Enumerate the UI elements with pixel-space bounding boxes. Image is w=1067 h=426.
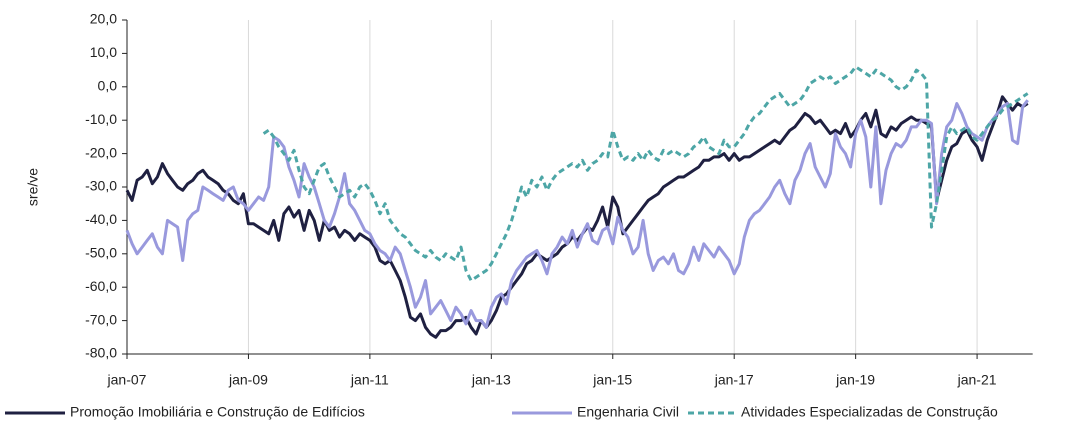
- y-tick-label: 20,0: [90, 11, 117, 27]
- y-tick-label: -40,0: [85, 211, 117, 227]
- y-tick-label: -20,0: [85, 144, 117, 160]
- legend-label: Atividades Especializadas de Construção: [741, 404, 998, 420]
- x-tick-label: jan-09: [228, 372, 268, 388]
- x-tick-label: jan-15: [592, 372, 632, 388]
- y-tick-label: 0,0: [98, 78, 118, 94]
- x-tick-label: jan-13: [471, 372, 511, 388]
- x-tick-label: jan-07: [107, 372, 147, 388]
- series-line: [262, 65, 1029, 282]
- y-tick-label: -10,0: [85, 111, 117, 127]
- series-line: [125, 95, 1029, 339]
- y-tick-label: -30,0: [85, 178, 117, 194]
- y-tick-label: -60,0: [85, 278, 117, 294]
- x-tick-label: jan-11: [350, 372, 389, 388]
- y-axis-label: sre/ve: [25, 168, 41, 206]
- y-tick-label: 10,0: [90, 44, 117, 60]
- series-line: [125, 99, 1029, 329]
- legend-label: Engenharia Civil: [577, 404, 679, 420]
- legend-label: Promoção Imobiliária e Construção de Edi…: [70, 404, 365, 420]
- y-tick-label: -50,0: [85, 245, 117, 261]
- x-tick-label: jan-21: [957, 372, 997, 388]
- y-tick-label: -80,0: [85, 345, 117, 361]
- y-tick-label: -70,0: [85, 311, 117, 327]
- x-tick-label: jan-17: [714, 372, 754, 388]
- x-tick-label: jan-19: [835, 372, 875, 388]
